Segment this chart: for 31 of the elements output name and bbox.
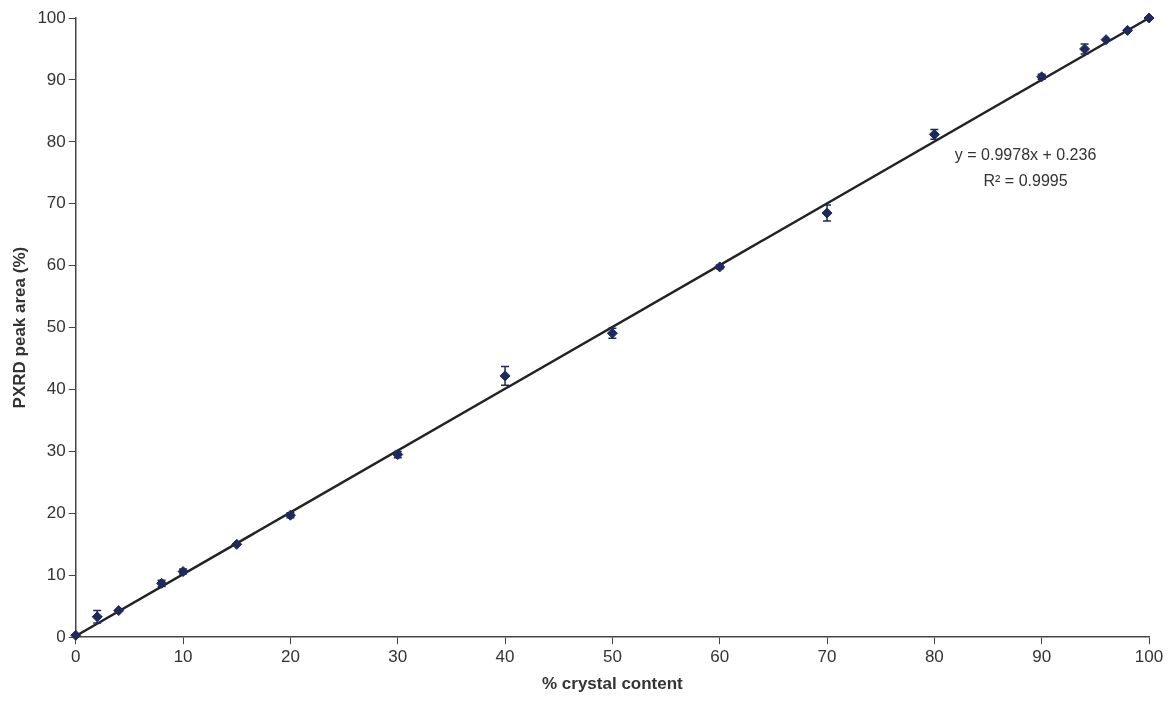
x-tick-label: 70 <box>817 647 837 667</box>
x-tick-label: 20 <box>280 647 300 667</box>
y-tick-label: 30 <box>46 441 66 461</box>
annotation: R² = 0.9995 <box>983 172 1068 190</box>
x-axis-title: % crystal content <box>542 674 684 694</box>
point <box>231 538 243 550</box>
y-tick-label: 0 <box>56 626 66 646</box>
y-tick-label: 40 <box>46 379 66 399</box>
point <box>113 605 125 617</box>
point <box>1100 34 1112 46</box>
x-tick-label: 90 <box>1032 647 1052 667</box>
y-tick-label: 10 <box>46 564 66 584</box>
x-tick-label: 10 <box>173 647 193 667</box>
y-tick-label: 80 <box>46 131 66 151</box>
y-tick-label: 70 <box>46 193 66 213</box>
point <box>1122 24 1134 36</box>
x-tick-label: 100 <box>1134 647 1164 667</box>
y-tick-label: 50 <box>46 317 66 337</box>
x-tick-label: 30 <box>388 647 408 667</box>
y-tick-label: 20 <box>46 503 66 523</box>
x-tick-label: 80 <box>924 647 944 667</box>
x-tick-label: 60 <box>710 647 730 667</box>
y-tick-label: 100 <box>37 7 66 27</box>
x-tick-label: 50 <box>602 647 622 667</box>
x-tick-label: 40 <box>495 647 515 667</box>
point <box>1143 12 1155 24</box>
y-tick-label: 90 <box>46 69 66 89</box>
annotation: y = 0.9978x + 0.236 <box>954 146 1097 164</box>
x-tick-label: 0 <box>71 647 81 667</box>
y-tick-label: 60 <box>46 255 66 275</box>
y-axis-title: PXRD peak area (%) <box>9 246 29 409</box>
